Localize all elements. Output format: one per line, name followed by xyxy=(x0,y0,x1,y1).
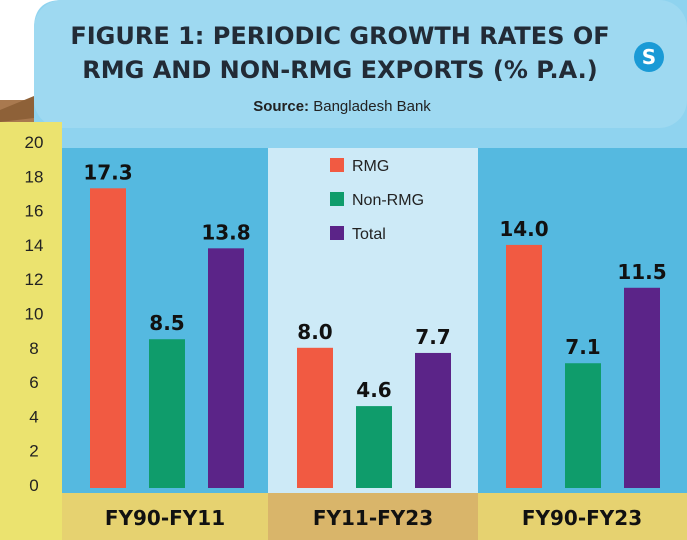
category-labels: FY90-FY11 FY11-FY23 FY90-FY23 xyxy=(105,506,642,530)
bar-total-3 xyxy=(624,287,660,488)
chart-title-line2: RMG AND NON-RMG EXPORTS (% P.A.) xyxy=(82,56,597,84)
bars-group xyxy=(90,188,660,488)
legend-swatch-rmg xyxy=(330,158,344,172)
legend-swatch-non-rmg xyxy=(330,192,344,206)
y-axis-ticks: 0 2 4 6 8 10 12 14 16 18 20 xyxy=(25,133,44,495)
bar-non-rmg-3 xyxy=(565,363,601,488)
chart-panel-top-band xyxy=(34,0,687,128)
bar-non-rmg-1 xyxy=(149,339,185,488)
y-tick-label: 8 xyxy=(29,339,38,358)
chart-title-line1: FIGURE 1: PERIODIC GROWTH RATES OF xyxy=(70,22,609,50)
y-tick-label: 16 xyxy=(25,202,44,221)
value-label-total-2: 7.7 xyxy=(415,325,450,349)
legend: RMG Non-RMG Total xyxy=(330,158,424,243)
source-line: Source: Bangladesh Bank xyxy=(253,98,431,115)
legend-label-non-rmg: Non-RMG xyxy=(352,192,424,209)
bar-rmg-2 xyxy=(297,347,333,488)
publisher-logo-glyph: S xyxy=(642,45,656,69)
value-label-non-rmg-3: 7.1 xyxy=(565,335,600,359)
category-label-3: FY90-FY23 xyxy=(522,506,642,530)
bar-rmg-1 xyxy=(90,188,126,488)
category-band-3 xyxy=(478,493,687,540)
bar-total-2 xyxy=(415,352,451,488)
y-tick-label: 18 xyxy=(25,167,44,186)
y-tick-label: 0 xyxy=(29,476,38,495)
source-label: Source: xyxy=(253,98,309,115)
value-label-total-1: 13.8 xyxy=(201,220,250,244)
value-labels-group: 17.3 8.0 14.0 8.5 4.6 7.1 13.8 7.7 11.5 xyxy=(83,160,666,402)
value-label-rmg-1: 17.3 xyxy=(83,160,132,184)
category-label-1: FY90-FY11 xyxy=(105,506,225,530)
y-tick-label: 20 xyxy=(25,133,44,152)
y-tick-label: 6 xyxy=(29,373,38,392)
y-tick-label: 4 xyxy=(29,407,38,426)
category-band-2 xyxy=(268,493,478,540)
bar-total-1 xyxy=(208,248,244,488)
bar-non-rmg-2 xyxy=(356,406,392,488)
legend-label-rmg: RMG xyxy=(352,158,389,175)
y-tick-label: 12 xyxy=(25,270,44,289)
legend-label-total: Total xyxy=(352,226,386,243)
y-tick-label: 2 xyxy=(29,442,38,461)
publisher-logo-icon xyxy=(634,42,664,72)
bar-rmg-3 xyxy=(506,244,542,488)
category-band-1 xyxy=(62,493,268,540)
y-axis-strip xyxy=(0,122,62,540)
y-tick-label: 14 xyxy=(25,236,44,255)
value-label-non-rmg-1: 8.5 xyxy=(149,311,184,335)
legend-swatch-total xyxy=(330,226,344,240)
value-label-non-rmg-2: 4.6 xyxy=(356,378,391,402)
y-tick-label: 10 xyxy=(25,305,44,324)
category-label-2: FY11-FY23 xyxy=(313,506,433,530)
source-value: Bangladesh Bank xyxy=(313,98,431,115)
value-label-total-3: 11.5 xyxy=(617,260,666,284)
folded-corner-shadow xyxy=(0,96,34,122)
value-label-rmg-2: 8.0 xyxy=(297,320,332,344)
value-label-rmg-3: 14.0 xyxy=(499,217,548,241)
